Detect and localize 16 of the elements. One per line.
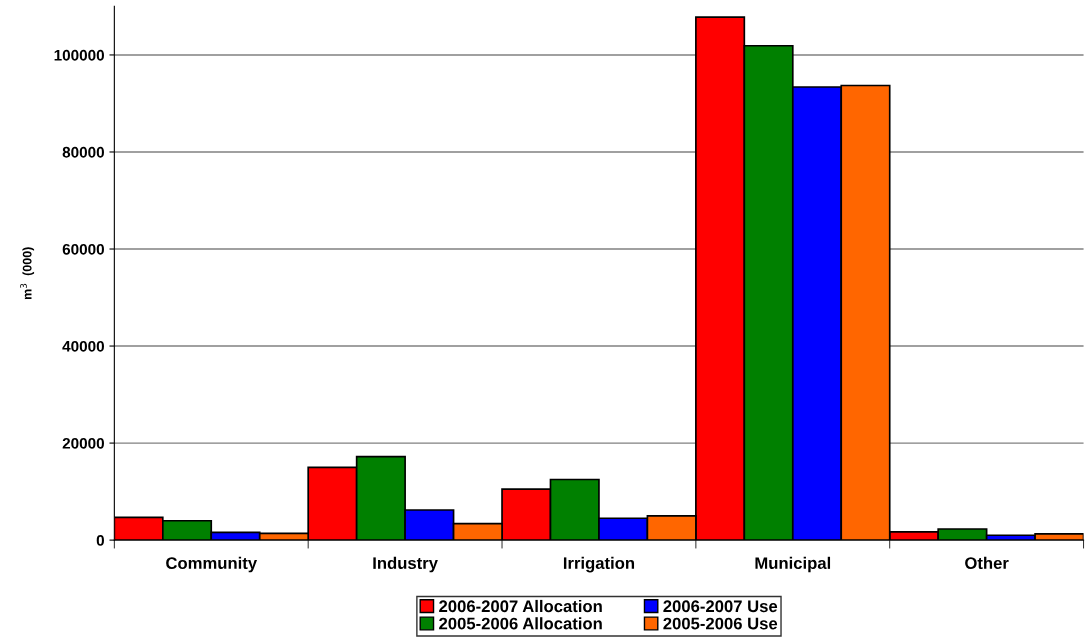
y-tick-label: 40000	[62, 340, 104, 352]
y-tick-label: 20000	[62, 437, 104, 449]
y-axis-title: m$^{3}$ (000)	[20, 247, 35, 300]
y-tick-label: 0	[96, 534, 104, 546]
x-tick-label: Municipal	[755, 556, 831, 573]
legend-label: 2005-2006 Use	[663, 617, 778, 630]
x-tick-label: Community	[166, 556, 258, 573]
y-tick-label: 100000	[54, 49, 104, 61]
y-tick-label: 60000	[62, 243, 104, 255]
x-tick-label: Other	[965, 556, 1009, 570]
legend-label: 2006-2007 Allocation	[439, 599, 602, 613]
legend-label: 2005-2006 Allocation	[439, 617, 602, 630]
legend-label: 2006-2007 Use	[663, 600, 778, 613]
x-tick-label: Industry	[373, 556, 438, 573]
y-tick-label: 80000	[62, 146, 104, 158]
x-tick-label: Irrigation	[563, 556, 635, 573]
